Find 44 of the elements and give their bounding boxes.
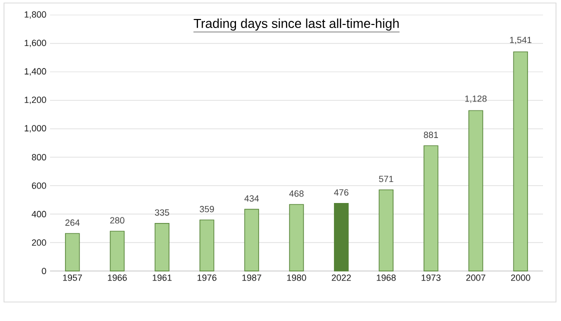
bar <box>110 230 125 272</box>
data-label: 280 <box>110 217 124 224</box>
bar <box>334 202 349 272</box>
y-tick-label: 600 <box>32 182 46 189</box>
x-tick-label: 1961 <box>152 274 172 281</box>
bar <box>513 51 528 272</box>
x-tick-label: 1976 <box>198 274 216 281</box>
data-label: 468 <box>289 190 304 197</box>
y-tick-label: 1,400 <box>24 68 46 76</box>
data-label: 1,128 <box>465 95 487 103</box>
x-tick-label: 1966 <box>108 274 127 281</box>
x-tick-label: 1980 <box>287 274 306 281</box>
y-tick-label: 1,800 <box>24 11 46 19</box>
y-tick-label: 1,200 <box>24 96 46 104</box>
data-label: 1,541 <box>510 36 532 44</box>
x-tick-label: 2007 <box>466 274 486 281</box>
y-tick-label: 200 <box>32 239 46 246</box>
x-tick-label: 1973 <box>422 274 441 281</box>
bar <box>289 204 304 272</box>
bar <box>200 220 214 272</box>
bar <box>424 145 438 272</box>
x-tick-label: 1987 <box>242 274 262 281</box>
data-label: 476 <box>334 189 348 196</box>
data-label: 434 <box>244 195 259 202</box>
data-label: 881 <box>424 132 438 138</box>
x-tick-label: 1968 <box>376 274 396 281</box>
bar <box>468 110 484 272</box>
y-tick-label: 1,000 <box>24 125 46 132</box>
data-label: 335 <box>154 209 170 216</box>
bar <box>378 189 394 272</box>
data-label: 571 <box>379 176 394 182</box>
y-tick-label: 0 <box>42 268 46 274</box>
y-tick-label: 400 <box>32 210 46 218</box>
chart-title: Trading days since last all-time-high <box>194 18 399 31</box>
x-tick-label: 2000 <box>511 274 530 281</box>
y-tick-label: 800 <box>32 154 46 160</box>
bar <box>154 223 170 272</box>
bar <box>65 233 80 272</box>
y-tick-label: 1,600 <box>24 40 46 48</box>
bar <box>244 208 260 272</box>
data-label: 264 <box>65 219 80 226</box>
x-tick-label: 2022 <box>332 274 351 281</box>
data-label: 359 <box>200 206 214 212</box>
x-tick-label: 1957 <box>63 274 82 281</box>
